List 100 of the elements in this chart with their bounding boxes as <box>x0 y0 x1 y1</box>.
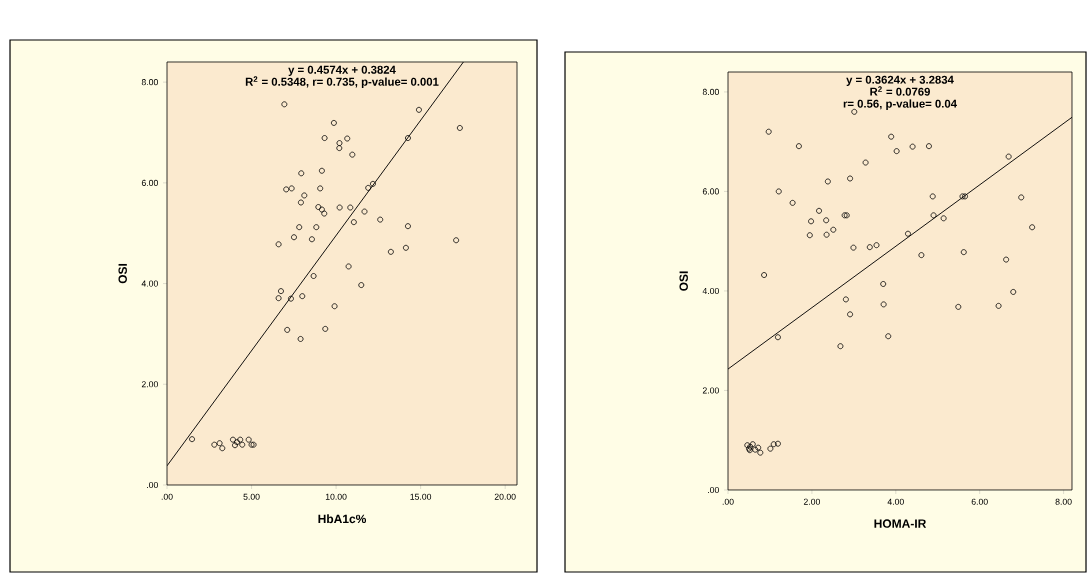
x-tick-label: 10.00 <box>325 493 347 500</box>
point <box>808 218 814 225</box>
point <box>806 232 813 239</box>
point <box>318 167 325 174</box>
point <box>775 334 781 341</box>
point <box>275 295 282 302</box>
point <box>880 281 887 287</box>
point <box>1005 153 1012 160</box>
point <box>330 120 337 126</box>
point <box>847 311 854 318</box>
x-tick-label: 15.00 <box>410 493 432 500</box>
point <box>387 248 394 255</box>
point <box>283 186 290 193</box>
point <box>880 301 887 308</box>
x-tick-label: 4.00 <box>887 498 904 505</box>
point <box>308 236 315 243</box>
point <box>321 135 328 141</box>
point <box>851 108 858 115</box>
point <box>298 170 305 177</box>
x-tick-label: 2.00 <box>803 498 820 505</box>
point <box>761 272 768 278</box>
y-tick-label: .00 <box>147 481 158 489</box>
point <box>795 143 802 150</box>
y-tick-label: 6.00 <box>702 188 719 195</box>
point <box>297 199 304 206</box>
point <box>929 193 936 200</box>
y-tick-label: .00 <box>708 486 719 494</box>
point <box>377 216 384 223</box>
point <box>219 445 226 452</box>
point <box>336 140 343 146</box>
point <box>824 178 831 185</box>
y-tick-label: 2.00 <box>141 381 158 388</box>
point <box>237 436 244 443</box>
point <box>850 244 857 251</box>
point <box>893 148 900 155</box>
point <box>321 210 328 217</box>
point <box>345 263 352 270</box>
point <box>358 282 365 289</box>
point <box>823 217 830 224</box>
point <box>288 185 295 192</box>
x-tick-label: 6.00 <box>971 498 988 505</box>
point <box>962 193 968 200</box>
point <box>789 199 796 206</box>
point <box>336 145 343 152</box>
point <box>453 237 460 244</box>
point <box>765 128 772 135</box>
point <box>349 151 356 158</box>
point <box>755 444 762 451</box>
point <box>995 302 1002 309</box>
x-axis-title: HOMA-IR <box>874 519 927 528</box>
point <box>1003 256 1010 263</box>
point <box>405 135 411 141</box>
point <box>752 446 759 453</box>
point <box>234 439 240 446</box>
point <box>288 295 294 302</box>
point <box>361 208 368 215</box>
point <box>959 193 966 200</box>
point <box>830 226 837 233</box>
point <box>331 303 338 310</box>
point <box>866 244 873 251</box>
point <box>310 273 317 279</box>
point <box>230 436 236 443</box>
point <box>775 188 782 195</box>
point <box>278 288 284 295</box>
point <box>1010 289 1017 295</box>
point <box>347 204 354 211</box>
point <box>301 192 308 199</box>
point <box>297 336 304 342</box>
point <box>960 249 967 256</box>
point <box>905 230 911 237</box>
point <box>350 219 357 226</box>
annotation: r= 0.56, p-value= 0.04 <box>843 99 957 110</box>
y-tick-label: 2.00 <box>702 387 719 394</box>
x-tick-label: 20.00 <box>494 493 516 500</box>
point <box>344 135 351 142</box>
x-tick-label: .00 <box>722 498 734 505</box>
point <box>189 436 195 443</box>
point <box>317 185 324 192</box>
point <box>955 303 962 310</box>
point <box>216 440 223 447</box>
point <box>284 326 291 333</box>
point <box>370 180 376 187</box>
point <box>275 241 282 248</box>
point <box>211 441 218 448</box>
point <box>416 106 422 113</box>
x-axis-title: HbA1c% <box>318 514 367 524</box>
point <box>1029 224 1036 231</box>
x-tick-label: .00 <box>161 493 173 500</box>
point <box>281 101 288 108</box>
annotation: R$^{2}$ = 0.0769 <box>870 86 930 96</box>
annotation: y = 0.3624x + 3.2834 <box>846 75 954 86</box>
point <box>365 184 372 191</box>
point <box>318 206 325 213</box>
y-tick-label: 6.00 <box>141 179 158 186</box>
point <box>402 244 409 251</box>
point <box>336 204 343 211</box>
point <box>926 143 932 150</box>
point <box>291 234 297 241</box>
point <box>299 293 306 300</box>
point <box>232 442 238 449</box>
